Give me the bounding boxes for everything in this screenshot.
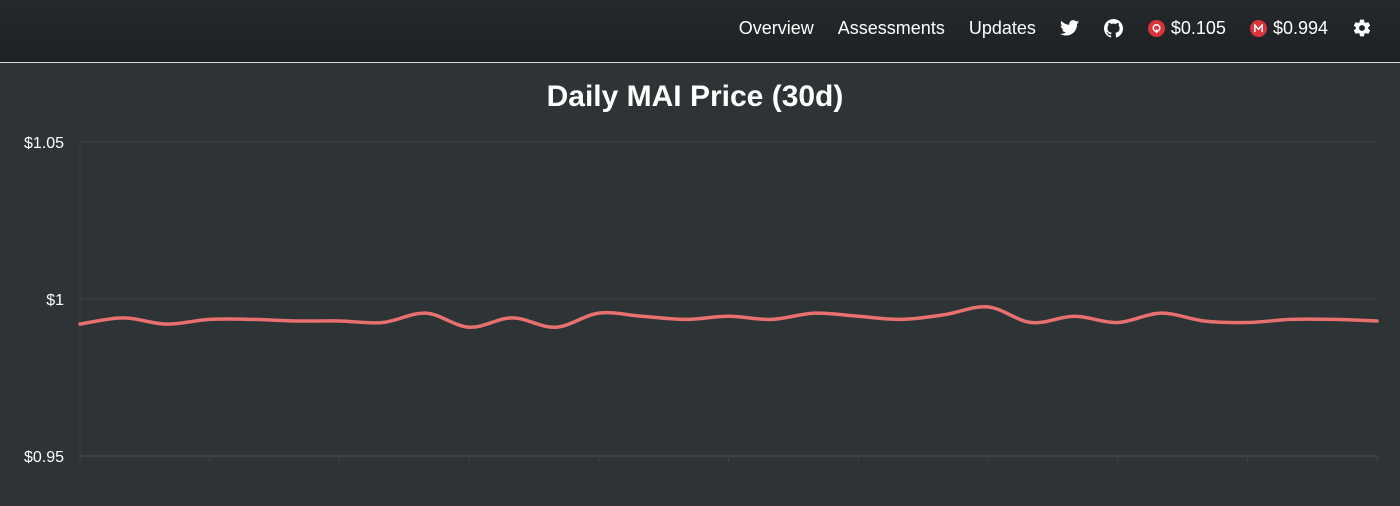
data-point[interactable] [333, 315, 345, 327]
data-point[interactable] [1328, 313, 1340, 325]
data-point[interactable] [809, 307, 821, 319]
data-point[interactable] [204, 313, 216, 325]
data-point[interactable] [117, 312, 129, 324]
data-point[interactable] [723, 310, 735, 322]
mai-price[interactable]: $0.994 [1249, 17, 1328, 39]
y-axis-ticks: $1.05 $1 $0.95 [24, 135, 64, 466]
twitter-icon[interactable] [1060, 18, 1080, 38]
data-point[interactable] [1112, 317, 1124, 329]
data-point[interactable] [550, 321, 562, 333]
data-point[interactable] [1198, 315, 1210, 327]
series-line-mai-price [78, 304, 1379, 330]
data-point[interactable] [463, 321, 475, 333]
data-point[interactable] [290, 315, 302, 327]
top-navbar: Overview Assessments Updates $0.105 [0, 0, 1400, 63]
data-point[interactable] [506, 312, 518, 324]
nav-assessments-link[interactable]: Assessments [837, 17, 945, 38]
settings-icon[interactable] [1352, 18, 1372, 38]
qi-price-value: $0.105 [1170, 17, 1226, 38]
data-point[interactable] [1241, 317, 1253, 329]
data-point[interactable] [766, 313, 778, 325]
data-point[interactable] [636, 310, 648, 322]
series-lines [74, 301, 1383, 333]
qi-token-icon [1147, 19, 1165, 37]
data-point[interactable] [852, 310, 864, 322]
y-tick-label: $0.95 [24, 449, 64, 466]
github-icon[interactable] [1104, 18, 1124, 38]
data-point[interactable] [1068, 310, 1080, 322]
data-point[interactable] [160, 318, 172, 330]
data-point[interactable] [593, 307, 605, 319]
data-point[interactable] [420, 307, 432, 319]
nav-overview-link[interactable]: Overview [738, 17, 814, 38]
data-point[interactable] [247, 313, 259, 325]
grid-lines [79, 141, 1378, 462]
data-point[interactable] [377, 317, 389, 329]
data-point[interactable] [74, 318, 86, 330]
data-point[interactable] [1371, 315, 1383, 327]
chart-title: Daily MAI Price (30d) [546, 80, 844, 113]
mai-price-value: $0.994 [1272, 17, 1328, 38]
mai-token-icon [1249, 19, 1267, 37]
nav-updates-link[interactable]: Updates [968, 17, 1036, 38]
y-tick-label: $1 [46, 292, 64, 309]
nav-menu: Overview Assessments Updates $0.105 [715, 0, 1372, 56]
y-tick-label: $1.05 [24, 135, 64, 152]
data-point[interactable] [1155, 307, 1167, 319]
qi-price[interactable]: $0.105 [1147, 17, 1226, 39]
data-point[interactable] [939, 309, 951, 321]
data-point[interactable] [1025, 317, 1037, 329]
data-point[interactable] [982, 301, 994, 313]
data-point[interactable] [679, 313, 691, 325]
data-point[interactable] [1285, 313, 1297, 325]
data-point[interactable] [895, 313, 907, 325]
